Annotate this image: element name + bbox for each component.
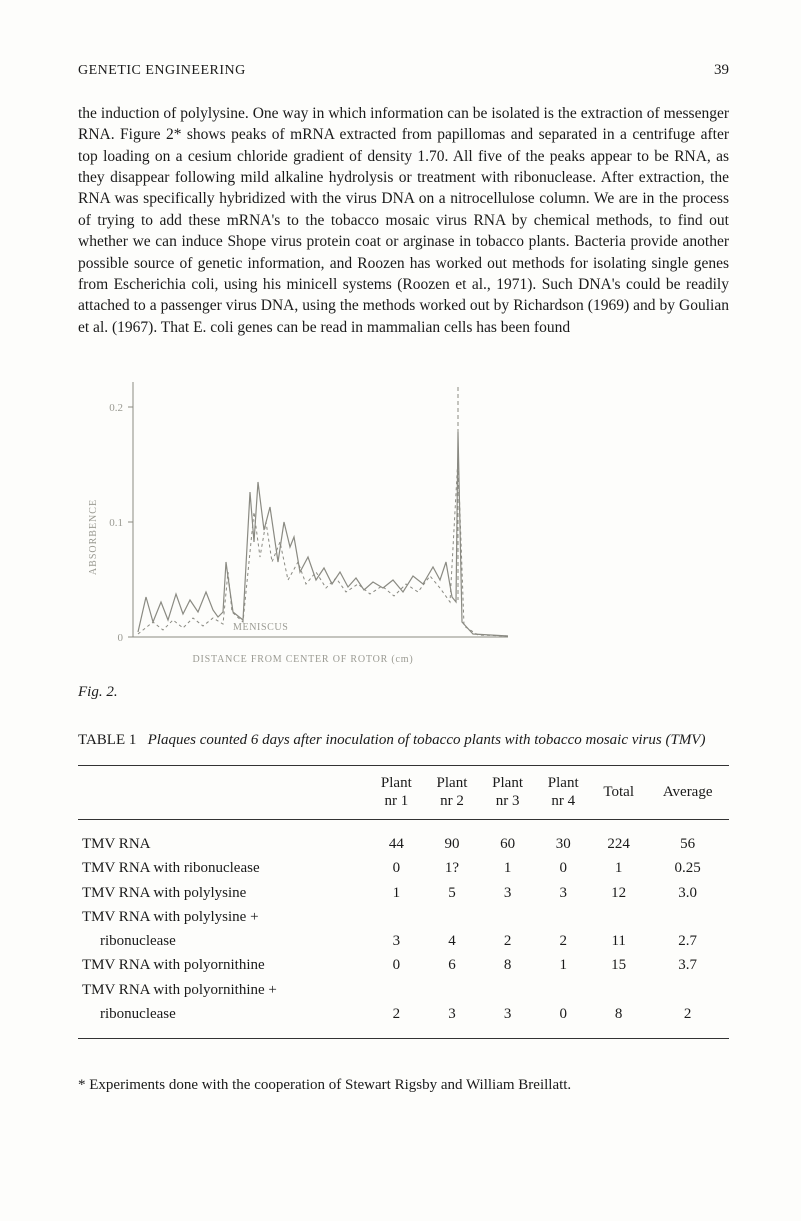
cell: 1 bbox=[369, 881, 425, 905]
cell: 6 bbox=[424, 953, 480, 977]
ytick-0: 0 bbox=[118, 632, 124, 644]
data-table: Plantnr 1 Plantnr 2 Plantnr 3 Plantnr 4 … bbox=[78, 765, 729, 1039]
row-label: TMV RNA bbox=[78, 820, 369, 857]
meniscus-label: MENISCUS bbox=[233, 622, 288, 633]
row-label: TMV RNA with polyornithine bbox=[78, 953, 369, 977]
cell: 15 bbox=[591, 953, 646, 977]
row-label: TMV RNA with polylysine + bbox=[78, 905, 369, 929]
cell: 44 bbox=[369, 820, 425, 857]
cell bbox=[646, 978, 729, 1002]
figure-2: 0 0.1 0.2 ABSORBENCE DISTANCE FROM CENTE… bbox=[78, 362, 729, 672]
table-row: TMV RNA with polyornithine 0 6 8 1 15 3.… bbox=[78, 953, 729, 977]
cell: 3 bbox=[480, 1002, 536, 1038]
table-row: TMV RNA with polylysine 1 5 3 3 12 3.0 bbox=[78, 881, 729, 905]
x-axis-label: DISTANCE FROM CENTER OF ROTOR (cm) bbox=[193, 654, 414, 665]
table-row: TMV RNA 44 90 60 30 224 56 bbox=[78, 820, 729, 857]
trace-dashed bbox=[138, 457, 508, 636]
cell: 8 bbox=[480, 953, 536, 977]
cell bbox=[369, 905, 425, 929]
cell: 12 bbox=[591, 881, 646, 905]
cell: 3.0 bbox=[646, 881, 729, 905]
cell: 8 bbox=[591, 1002, 646, 1038]
page-header: GENETIC ENGINEERING 39 bbox=[78, 60, 729, 81]
figure-svg: 0 0.1 0.2 ABSORBENCE DISTANCE FROM CENTE… bbox=[78, 362, 558, 672]
table-bottom-rule bbox=[78, 1038, 729, 1039]
body-paragraph: the induction of polylysine. One way in … bbox=[78, 103, 729, 338]
cell: 2 bbox=[369, 1002, 425, 1038]
cell: 224 bbox=[591, 820, 646, 857]
table-row: TMV RNA with polylysine + bbox=[78, 905, 729, 929]
cell: 0 bbox=[535, 856, 591, 880]
col-6: Average bbox=[646, 765, 729, 820]
cell: 0 bbox=[535, 1002, 591, 1038]
cell bbox=[480, 978, 536, 1002]
cell bbox=[535, 978, 591, 1002]
figure-caption: Fig. 2. bbox=[78, 682, 729, 702]
table-row: ribonuclease 3 4 2 2 11 2.7 bbox=[78, 929, 729, 953]
ytick-2: 0.2 bbox=[109, 402, 123, 414]
col-4: Plantnr 4 bbox=[535, 765, 591, 820]
cell bbox=[369, 978, 425, 1002]
header-left: GENETIC ENGINEERING bbox=[78, 62, 246, 81]
table-number: TABLE 1 bbox=[78, 732, 136, 748]
table-body: TMV RNA 44 90 60 30 224 56 TMV RNA with … bbox=[78, 820, 729, 1039]
col-1: Plantnr 1 bbox=[369, 765, 425, 820]
row-label: TMV RNA with polylysine bbox=[78, 881, 369, 905]
col-5: Total bbox=[591, 765, 646, 820]
cell bbox=[424, 978, 480, 1002]
ytick-1: 0.1 bbox=[109, 517, 123, 529]
cell: 56 bbox=[646, 820, 729, 857]
cell bbox=[424, 905, 480, 929]
cell: 3 bbox=[424, 1002, 480, 1038]
cell: 3 bbox=[369, 929, 425, 953]
row-label: ribonuclease bbox=[78, 1002, 369, 1038]
cell: 30 bbox=[535, 820, 591, 857]
cell: 2 bbox=[535, 929, 591, 953]
page-number: 39 bbox=[714, 60, 729, 80]
cell: 1? bbox=[424, 856, 480, 880]
cell: 4 bbox=[424, 929, 480, 953]
y-axis-label: ABSORBENCE bbox=[88, 499, 99, 575]
cell: 3.7 bbox=[646, 953, 729, 977]
trace-solid bbox=[138, 432, 508, 636]
row-label: TMV RNA with ribonuclease bbox=[78, 856, 369, 880]
cell bbox=[480, 905, 536, 929]
col-3: Plantnr 3 bbox=[480, 765, 536, 820]
table-row: TMV RNA with ribonuclease 0 1? 1 0 1 0.2… bbox=[78, 856, 729, 880]
row-label: TMV RNA with polyornithine + bbox=[78, 978, 369, 1002]
row-label: ribonuclease bbox=[78, 929, 369, 953]
table-title: TABLE 1 Plaques counted 6 days after ino… bbox=[78, 730, 729, 750]
cell: 0.25 bbox=[646, 856, 729, 880]
footnote: * Experiments done with the cooperation … bbox=[78, 1075, 729, 1095]
cell bbox=[646, 905, 729, 929]
cell bbox=[591, 905, 646, 929]
col-2: Plantnr 2 bbox=[424, 765, 480, 820]
cell: 2 bbox=[480, 929, 536, 953]
table-header-row: Plantnr 1 Plantnr 2 Plantnr 3 Plantnr 4 … bbox=[78, 765, 729, 820]
cell: 3 bbox=[480, 881, 536, 905]
table-row: ribonuclease 2 3 3 0 8 2 bbox=[78, 1002, 729, 1038]
cell: 0 bbox=[369, 953, 425, 977]
cell: 2.7 bbox=[646, 929, 729, 953]
col-0 bbox=[78, 765, 369, 820]
cell: 60 bbox=[480, 820, 536, 857]
cell: 5 bbox=[424, 881, 480, 905]
cell: 11 bbox=[591, 929, 646, 953]
cell: 1 bbox=[591, 856, 646, 880]
cell: 0 bbox=[369, 856, 425, 880]
cell: 1 bbox=[480, 856, 536, 880]
cell: 90 bbox=[424, 820, 480, 857]
cell: 3 bbox=[535, 881, 591, 905]
table-row: TMV RNA with polyornithine + bbox=[78, 978, 729, 1002]
cell: 2 bbox=[646, 1002, 729, 1038]
cell: 1 bbox=[535, 953, 591, 977]
cell bbox=[591, 978, 646, 1002]
cell bbox=[535, 905, 591, 929]
table-title-text: Plaques counted 6 days after inoculation… bbox=[148, 732, 706, 748]
